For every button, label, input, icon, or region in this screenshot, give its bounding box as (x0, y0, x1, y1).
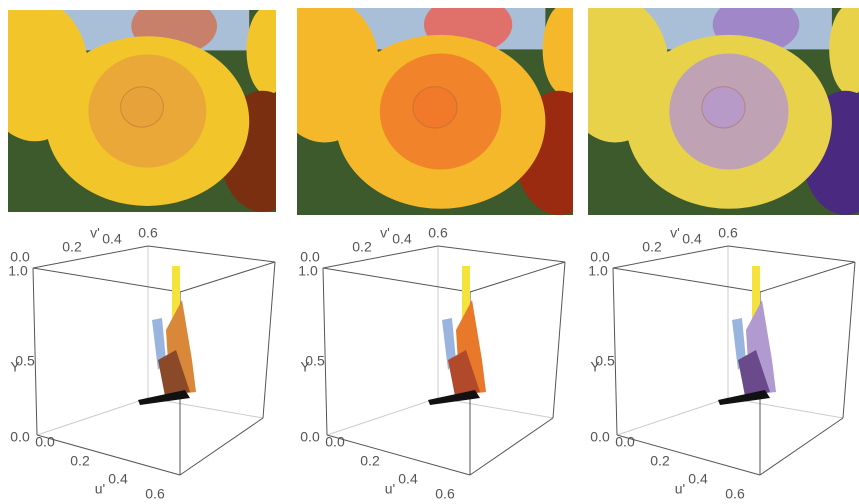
axis-text: 0.5 (305, 353, 325, 369)
cloud-part (718, 390, 770, 405)
color-cloud (428, 266, 486, 405)
axis-text: 0.0 (10, 249, 30, 265)
cube-edge (36, 434, 181, 476)
cube-hidden-edge (727, 397, 844, 419)
cloud-part (158, 350, 190, 396)
cube-edge (759, 261, 856, 293)
axis-text: 0.6 (428, 225, 448, 241)
axis-text: 0.6 (725, 486, 745, 502)
axis-text: 0.5 (595, 353, 615, 369)
cube-edge (326, 434, 471, 476)
cube-hidden-edge (36, 397, 149, 436)
axis-text: 0.6 (145, 486, 165, 502)
cube-edge (322, 267, 328, 436)
axis-text: 0.0 (300, 249, 320, 265)
cube-edge (179, 261, 276, 293)
cube-edge (32, 245, 149, 269)
axis-text: 0.4 (102, 231, 122, 247)
axis-text: 0.6 (435, 486, 455, 502)
color-cloud (138, 266, 196, 405)
axis-text: 1.0 (8, 263, 28, 279)
rose-heart (701, 86, 746, 129)
cube-edge (612, 267, 761, 293)
cloud-part (752, 266, 760, 336)
cloud-part (138, 390, 190, 405)
right-bud (246, 10, 276, 95)
axis-text: 0.0 (35, 434, 55, 450)
cube-hidden-edge (437, 397, 554, 419)
right-bud (829, 8, 859, 95)
cube-edge (322, 267, 471, 293)
axis-text: v' (90, 225, 100, 241)
cube-edge (322, 245, 439, 269)
cloud-part (172, 266, 180, 336)
axis-text: 0.0 (325, 434, 345, 450)
axis-text: 0.0 (590, 249, 610, 265)
cube-edge (842, 261, 856, 419)
rose-heart (412, 86, 458, 129)
cube-edge (616, 434, 761, 476)
cloud-part (448, 350, 480, 396)
cloud-part (428, 390, 480, 405)
cube-edge (612, 267, 618, 436)
axis-text: 0.0 (300, 429, 320, 445)
axis-text: Y (300, 359, 310, 375)
cube-hidden-edge (616, 397, 729, 436)
axis-text: 1.0 (588, 263, 608, 279)
axis-text: 0.6 (138, 225, 158, 241)
cube-edge (147, 245, 276, 263)
axis-text: Y (590, 359, 600, 375)
axis-text: 0.4 (392, 231, 412, 247)
right-bud (542, 8, 573, 95)
axis-text: u' (675, 481, 685, 497)
axis-text: 0.4 (398, 471, 418, 487)
cube-edge (469, 417, 554, 476)
photo (8, 10, 276, 212)
axis-text: 0.2 (62, 239, 82, 255)
axis-text: 0.2 (70, 453, 90, 469)
cloud-part (152, 318, 166, 370)
axis-text: 1.0 (298, 263, 318, 279)
axis-text: 0.0 (615, 434, 635, 450)
axis-text: v' (380, 225, 390, 241)
cube-edge (262, 261, 276, 419)
axis-text: 0.0 (590, 429, 610, 445)
axis-text: u' (95, 481, 105, 497)
photo (297, 8, 573, 215)
axis-text: 0.2 (650, 453, 670, 469)
rose-heart (120, 86, 164, 128)
cube-edge (469, 261, 566, 293)
cloud-part (462, 266, 470, 336)
cloud-part (442, 318, 456, 370)
axis-text: u' (385, 481, 395, 497)
cube-edge (437, 245, 566, 263)
axis-text: 0.0 (10, 429, 30, 445)
cube-edge (32, 267, 181, 293)
axis-text: v' (670, 225, 680, 241)
color-cloud (718, 266, 776, 405)
cube-edge (759, 417, 844, 476)
cube-edge (32, 267, 38, 436)
axis-text: 0.5 (15, 353, 35, 369)
cube-hidden-edge (147, 397, 264, 419)
cloud-part (732, 318, 746, 370)
axis-text: 0.2 (360, 453, 380, 469)
cube-hidden-edge (326, 397, 439, 436)
axis-text: 0.4 (108, 471, 128, 487)
cube-edge (552, 261, 566, 419)
axis-text: 0.2 (642, 239, 662, 255)
axis-text: 0.6 (718, 225, 738, 241)
axis-text: 0.2 (352, 239, 372, 255)
cube-edge (612, 245, 729, 269)
cloud-part (738, 350, 770, 396)
axis-text: 0.4 (682, 231, 702, 247)
cube-edge (727, 245, 856, 263)
photo (588, 8, 859, 215)
cube-edge (179, 417, 264, 476)
axis-text: Y (10, 359, 20, 375)
axis-text: 0.4 (688, 471, 708, 487)
